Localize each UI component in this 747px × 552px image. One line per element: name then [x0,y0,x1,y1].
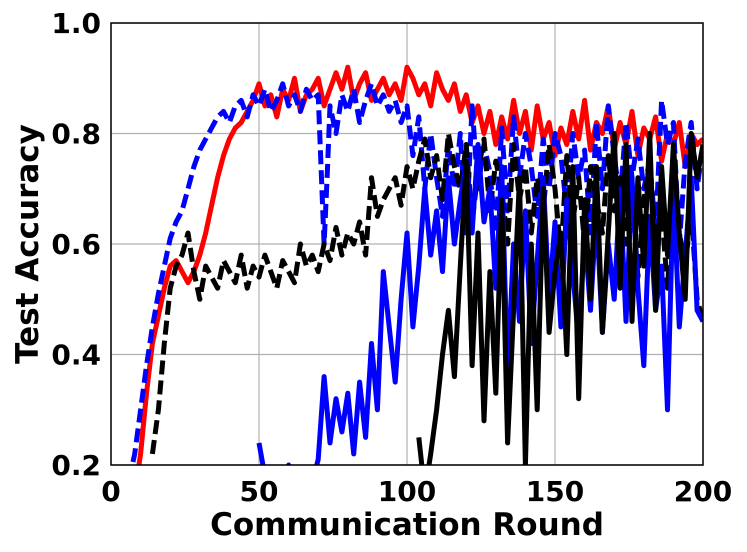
x-tick-label: 50 [240,475,279,508]
series-line-2 [129,81,703,465]
x-tick-label: 100 [378,475,436,508]
y-tick-label: 1.0 [51,7,101,40]
tick-labels: 0 50 100 150 200 0.2 0.4 0.6 0.8 1.0 [51,7,732,508]
y-tick-label: 0.6 [51,228,101,261]
x-tick-label: 150 [526,475,584,508]
x-tick-label: 200 [674,475,732,508]
series-line-3 [149,131,703,455]
x-axis-label: Communication Round [210,507,604,543]
series-group [129,64,703,465]
series-line-5 [416,131,703,465]
x-tick-label: 0 [101,475,120,508]
plot-frame [110,22,704,466]
y-tick-label: 0.8 [51,118,101,151]
y-tick-label: 0.4 [51,339,101,372]
y-axis-label: Test Accuracy [10,124,46,364]
y-tick-label: 0.2 [51,449,101,482]
